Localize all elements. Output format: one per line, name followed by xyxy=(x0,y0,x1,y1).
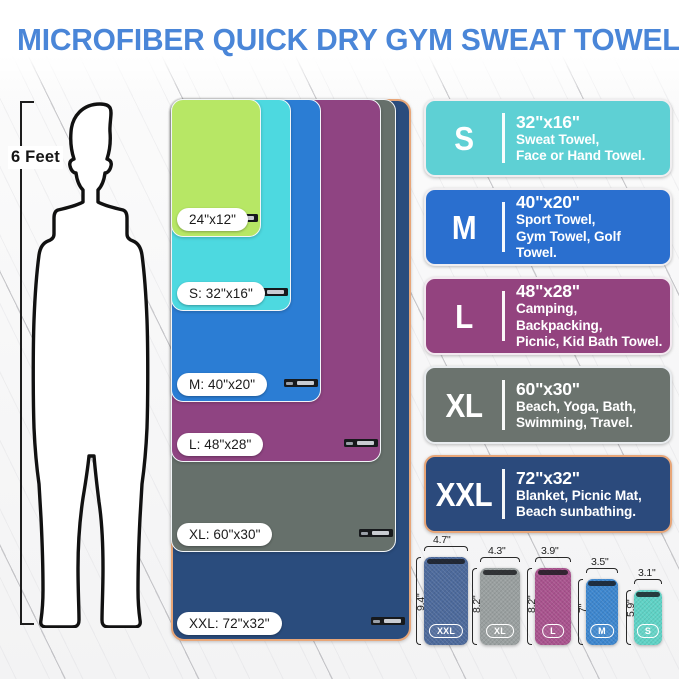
roll-badge-m: M xyxy=(590,623,614,638)
size-card-xl-use-1: Beach, Yoga, Bath, xyxy=(516,398,637,414)
man-silhouette xyxy=(31,102,150,628)
size-card-xl[interactable]: XL 60"x30" Beach, Yoga, Bath, Swimming, … xyxy=(424,366,672,444)
roll-badge-l: L xyxy=(542,623,564,638)
roll-width-s: 3.1" xyxy=(638,567,656,579)
size-card-m-dimensions: 40"x20" xyxy=(516,192,580,213)
roll-width-m: 3.5" xyxy=(591,556,609,568)
size-card-xl-dimensions: 60"x30" xyxy=(516,378,580,399)
background-fade xyxy=(0,0,679,96)
size-card-s-use-1: Sweat Towel, xyxy=(516,131,600,147)
towel-brand-tag xyxy=(371,617,405,625)
rolled-towel-s[interactable]: S xyxy=(634,590,662,645)
roll-strap xyxy=(427,559,465,564)
size-card-l-use-2: Picnic, Kid Bath Towel. xyxy=(516,334,663,350)
rolled-towel-xxl[interactable]: XXL xyxy=(424,557,468,645)
card-divider xyxy=(502,202,505,252)
size-card-l[interactable]: L 48"x28" Camping, Backpacking, Picnic, … xyxy=(424,277,672,355)
size-card-xxl-dimensions: 72"x32" xyxy=(516,467,580,488)
roll-badge-s: S xyxy=(636,623,660,638)
towel-label-xxl: XXL: 72"x32" xyxy=(177,612,282,635)
width-brace xyxy=(586,568,618,573)
towel-label-xl: XL: 60"x30" xyxy=(177,523,273,546)
size-card-s-use-2: Face or Hand Towel. xyxy=(516,148,646,163)
towel-brand-tag xyxy=(359,529,393,537)
roll-strap xyxy=(537,570,569,575)
roll-strap xyxy=(635,592,661,597)
size-card-l-use-1: Camping, Backpacking, xyxy=(516,301,603,333)
size-card-m-use-1: Sport Towel, xyxy=(516,212,596,228)
roll-width-xxl: 4.7" xyxy=(433,534,451,546)
card-divider xyxy=(502,113,505,163)
rolled-towel-m[interactable]: M xyxy=(586,579,618,645)
size-card-s[interactable]: S 32"x16" Sweat Towel, Face or Hand Towe… xyxy=(424,99,672,177)
width-brace xyxy=(424,546,468,551)
roll-strap xyxy=(482,570,518,575)
width-brace xyxy=(634,579,662,584)
roll-width-xl: 4.3" xyxy=(488,545,506,557)
towel-label-s: S: 32"x16" xyxy=(177,282,265,305)
towel-size-stack: XXL: 72"x32" XL: 60"x30" L: 48"x28" M: 4… xyxy=(171,99,411,641)
height-brace xyxy=(578,579,583,645)
rolled-towel-xl[interactable]: XL xyxy=(480,568,520,645)
size-card-xxl-use-2: Beach sunbathing. xyxy=(516,504,636,519)
towel-brand-tag xyxy=(344,439,378,447)
height-brace xyxy=(416,557,421,645)
height-brace xyxy=(527,568,532,645)
size-card-m[interactable]: M 40"x20" Sport Towel, Gym Towel, Golf T… xyxy=(424,188,672,266)
height-bracket xyxy=(20,101,34,625)
size-card-m-letter: M xyxy=(451,208,477,246)
size-card-m-use-2: Gym Towel, Golf Towel. xyxy=(516,228,621,261)
roll-badge-xxl: XXL xyxy=(428,623,464,638)
towel-brand-tag xyxy=(284,379,318,387)
height-brace xyxy=(472,568,477,645)
height-label: 6 Feet xyxy=(8,146,63,169)
size-card-s-dimensions: 32"x16" xyxy=(516,111,580,132)
towel-label-m: M: 40"x20" xyxy=(177,373,268,396)
size-card-xl-use-2: Swimming, Travel. xyxy=(516,415,633,430)
size-legend-list: S 32"x16" Sweat Towel, Face or Hand Towe… xyxy=(424,99,672,544)
size-card-xxl-letter: XXL xyxy=(435,475,493,513)
size-card-xl-letter: XL xyxy=(445,386,483,424)
height-brace xyxy=(626,590,631,645)
roll-strap xyxy=(588,581,616,586)
size-card-xxl-use-1: Blanket, Picnic Mat, xyxy=(516,487,642,503)
size-card-l-dimensions: 48"x28" xyxy=(516,281,580,302)
card-divider xyxy=(502,291,505,341)
towel-label-xs: 24"x12" xyxy=(177,208,249,231)
size-card-s-letter: S xyxy=(454,119,474,157)
size-card-xxl[interactable]: XXL 72"x32" Blanket, Picnic Mat, Beach s… xyxy=(424,455,672,533)
size-card-l-letter: L xyxy=(455,297,473,335)
roll-width-l: 3.9" xyxy=(541,545,559,557)
towel-label-l: L: 48"x28" xyxy=(177,433,264,456)
card-divider xyxy=(502,469,505,519)
width-brace xyxy=(535,557,571,562)
roll-badge-xl: XL xyxy=(486,623,514,638)
page-title: MICROFIBER QUICK DRY GYM SWEAT TOWEL xyxy=(17,22,679,57)
width-brace xyxy=(480,557,520,562)
rolled-towels-group: 4.7" 9.4" XXL 4.3" 8.2" XL 3.9" 8.2" xyxy=(415,531,678,651)
rolled-towel-l[interactable]: L xyxy=(535,568,571,645)
card-divider xyxy=(502,380,505,430)
